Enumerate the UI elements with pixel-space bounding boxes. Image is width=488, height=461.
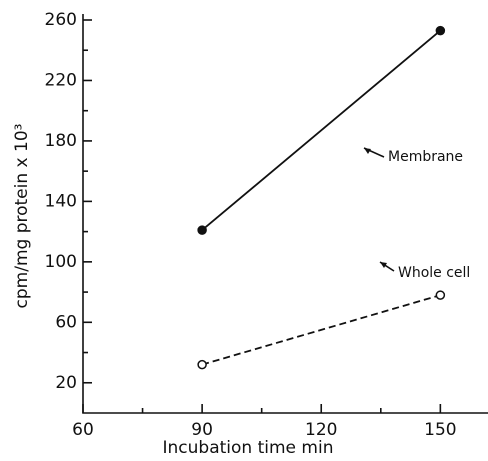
x-tick-label: 120 xyxy=(305,420,337,440)
y-tick-label: 20 xyxy=(55,373,77,393)
y-tick-label: 260 xyxy=(45,10,77,30)
x-tick-label: 150 xyxy=(424,420,456,440)
series-label: Whole cell xyxy=(398,265,470,281)
data-point xyxy=(197,225,207,235)
x-axis-label: Incubation time min xyxy=(163,438,334,458)
label-arrowhead xyxy=(380,262,387,268)
y-tick-label: 100 xyxy=(45,252,77,272)
x-tick-label: 90 xyxy=(191,420,213,440)
y-tick-label: 60 xyxy=(55,312,77,332)
series-line xyxy=(201,294,441,366)
data-point xyxy=(197,359,207,370)
x-tick-label: 60 xyxy=(72,420,94,440)
series-line xyxy=(201,29,441,231)
y-tick-label: 140 xyxy=(45,191,77,211)
y-axis-label: cpm/mg protein x 10³ xyxy=(12,124,32,309)
axes xyxy=(82,14,488,414)
label-arrowhead xyxy=(364,148,371,154)
data-point xyxy=(435,25,446,36)
y-tick-label: 220 xyxy=(45,70,77,90)
y-tick-label: 180 xyxy=(45,131,77,151)
data-point xyxy=(435,290,446,300)
series-label: Membrane xyxy=(388,149,463,165)
